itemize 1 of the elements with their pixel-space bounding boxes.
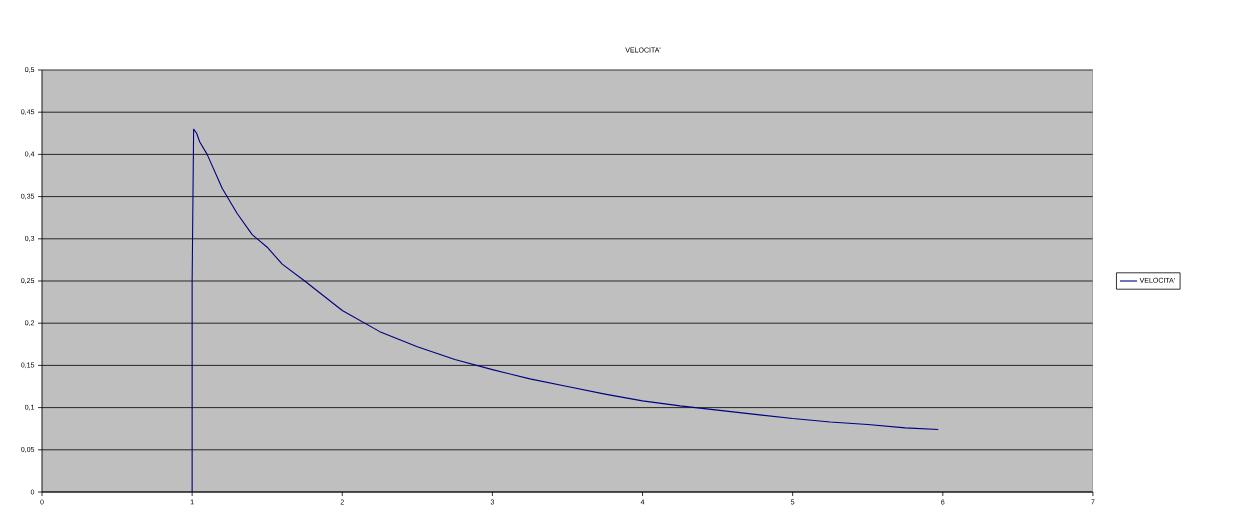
line-series — [191, 128, 939, 492]
